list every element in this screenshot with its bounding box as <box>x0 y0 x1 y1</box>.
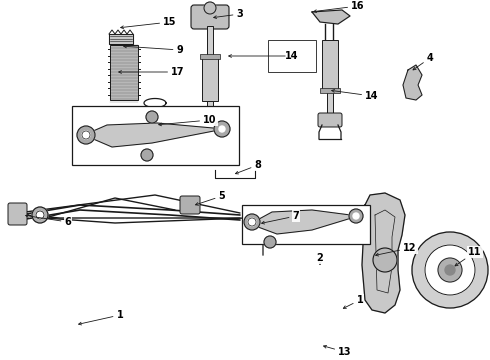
Circle shape <box>349 209 363 223</box>
Text: 1: 1 <box>78 310 123 325</box>
Circle shape <box>77 126 95 144</box>
Bar <box>202 56 218 101</box>
Text: 16: 16 <box>314 1 365 13</box>
Circle shape <box>146 111 158 123</box>
Text: 11: 11 <box>455 247 482 266</box>
FancyBboxPatch shape <box>318 113 342 127</box>
Bar <box>200 54 220 59</box>
FancyBboxPatch shape <box>198 119 222 135</box>
Text: 3: 3 <box>214 9 244 19</box>
Circle shape <box>264 236 276 248</box>
Polygon shape <box>403 65 422 100</box>
Circle shape <box>445 265 455 275</box>
Circle shape <box>248 218 256 226</box>
Circle shape <box>219 126 225 132</box>
Bar <box>268 40 316 72</box>
Text: 14: 14 <box>332 90 379 101</box>
Text: 12: 12 <box>376 243 417 256</box>
Polygon shape <box>362 193 405 313</box>
Bar <box>207 26 213 56</box>
FancyBboxPatch shape <box>180 196 200 214</box>
FancyBboxPatch shape <box>245 208 265 237</box>
Text: 5: 5 <box>196 191 225 205</box>
Bar <box>113 48 131 57</box>
Text: 19: 19 <box>0 359 1 360</box>
Text: 17: 17 <box>119 67 185 77</box>
Circle shape <box>425 245 475 295</box>
Bar <box>320 88 340 93</box>
Polygon shape <box>109 34 133 44</box>
Circle shape <box>82 131 90 139</box>
Polygon shape <box>250 210 358 234</box>
FancyBboxPatch shape <box>191 5 229 29</box>
Bar <box>242 205 370 244</box>
Text: 15: 15 <box>121 17 177 29</box>
Text: 10: 10 <box>159 115 217 126</box>
Polygon shape <box>84 123 224 147</box>
Text: 18: 18 <box>0 359 1 360</box>
Circle shape <box>353 213 359 219</box>
Bar <box>110 45 138 100</box>
Text: 6: 6 <box>25 215 72 227</box>
Text: 1: 1 <box>343 295 364 309</box>
Text: 14: 14 <box>285 51 299 61</box>
Text: 4: 4 <box>413 53 433 70</box>
Text: 13: 13 <box>323 345 352 357</box>
Circle shape <box>438 258 462 282</box>
Circle shape <box>214 121 230 137</box>
FancyBboxPatch shape <box>8 203 27 225</box>
Text: 9: 9 <box>123 45 183 55</box>
Circle shape <box>204 2 216 14</box>
Circle shape <box>412 232 488 308</box>
Circle shape <box>373 248 397 272</box>
Bar <box>327 90 333 115</box>
Text: 19: 19 <box>0 359 1 360</box>
Text: 2: 2 <box>317 253 323 264</box>
Circle shape <box>32 207 48 223</box>
Text: 7: 7 <box>262 211 299 224</box>
Bar <box>322 40 338 90</box>
Circle shape <box>36 211 44 219</box>
Bar <box>72 106 239 165</box>
Circle shape <box>244 214 260 230</box>
Text: 8: 8 <box>236 160 262 174</box>
Bar <box>207 101 213 121</box>
Circle shape <box>141 149 153 161</box>
Polygon shape <box>312 10 350 24</box>
